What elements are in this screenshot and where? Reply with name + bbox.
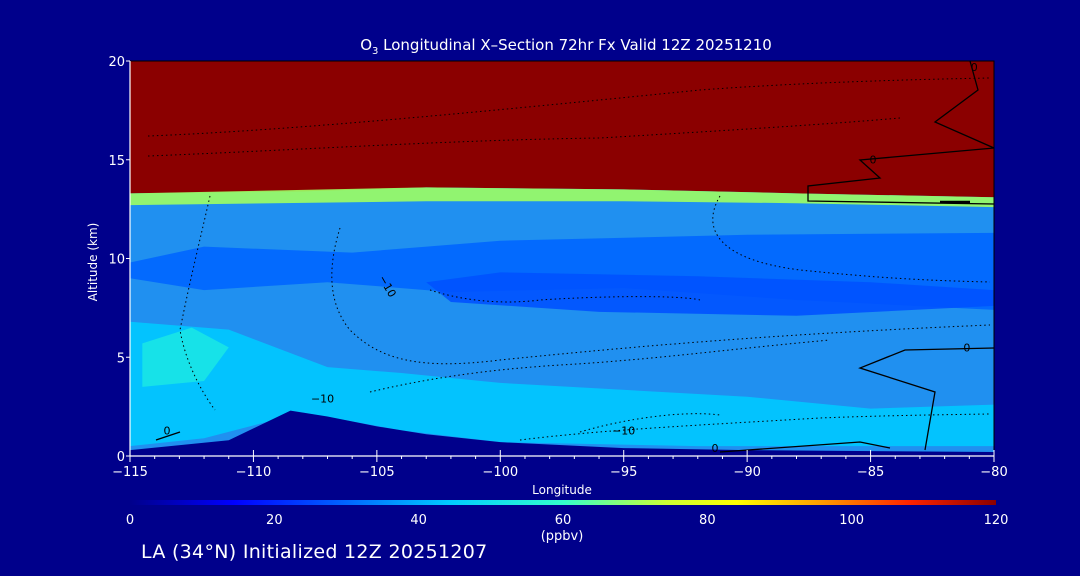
contour-line-solid bbox=[807, 61, 994, 205]
colorbar-ramp bbox=[130, 500, 996, 505]
ozone-region bbox=[142, 327, 229, 387]
y-axis-label: Altitude (km) bbox=[86, 223, 100, 302]
x-axis-label: Longitude bbox=[532, 483, 592, 497]
colorbar-ticks: 0 20 40 60 80 100 120 bbox=[126, 513, 1009, 528]
contour-line-dotted bbox=[147, 117, 901, 157]
contour-line-dotted bbox=[579, 413, 721, 433]
x-tick-label: −95 bbox=[610, 465, 637, 480]
y-tick-label: 10 bbox=[108, 253, 125, 268]
x-tick-label: −80 bbox=[980, 465, 1007, 480]
colorbar-unit-label: (ppbv) bbox=[541, 529, 584, 544]
ozone-region bbox=[426, 272, 994, 316]
contour-line-dotted bbox=[331, 227, 991, 365]
colorbar-tick-label: 0 bbox=[126, 513, 134, 528]
y-tick-label: 15 bbox=[108, 154, 125, 169]
x-tick-label: −100 bbox=[482, 465, 518, 480]
colorbar-tick-label: 80 bbox=[699, 513, 716, 528]
contour-label: −10 bbox=[612, 424, 635, 437]
terrain-region bbox=[130, 410, 994, 456]
ozone-regions bbox=[130, 187, 994, 447]
colorbar-tick-label: 120 bbox=[984, 513, 1009, 528]
stratosphere-layer bbox=[130, 61, 994, 198]
contour-label: −10 bbox=[311, 393, 334, 406]
colorbar-tick-label: 40 bbox=[410, 513, 427, 528]
contour-line-solid bbox=[155, 431, 181, 441]
ozone-region bbox=[130, 321, 994, 447]
contour-label: 0 bbox=[164, 424, 171, 437]
x-tick-label: −85 bbox=[857, 465, 884, 480]
contour-label: 0 bbox=[870, 154, 877, 167]
y-tick-label: 5 bbox=[117, 351, 125, 366]
contour-label: 0 bbox=[971, 61, 978, 74]
x-tick-label: −115 bbox=[112, 465, 148, 480]
y-tick-label: 0 bbox=[117, 450, 125, 465]
x-tick-label: −105 bbox=[359, 465, 395, 480]
contour-label: 0 bbox=[963, 341, 970, 354]
contour-line-dotted bbox=[712, 195, 991, 283]
x-axis: −115 −110 −105 −100 −95 −90 −85 −80 bbox=[112, 450, 1008, 480]
colorbar-tick-label: 60 bbox=[555, 513, 572, 528]
y-tick-label: 20 bbox=[108, 55, 125, 70]
contour-line-solid bbox=[719, 441, 891, 453]
stratosphere-region bbox=[130, 61, 994, 198]
terrain-mask bbox=[130, 410, 994, 456]
colorbar-tick-label: 20 bbox=[266, 513, 283, 528]
contour-label: 0 bbox=[712, 442, 719, 455]
x-tick-label: −110 bbox=[236, 465, 272, 480]
y-axis: 0 5 10 15 20 bbox=[108, 55, 131, 465]
initialization-footer: LA (34°N) Initialized 12Z 20251207 bbox=[141, 541, 488, 563]
chart-title: O3 Longitudinal X–Section 72hr Fx Valid … bbox=[360, 36, 772, 57]
contour-line-dotted bbox=[179, 195, 216, 411]
colorbar-tick-label: 100 bbox=[839, 513, 864, 528]
contour-line-solid bbox=[858, 347, 994, 451]
colorbar: 0 20 40 60 80 100 120 (ppbv) bbox=[126, 500, 1009, 544]
ozone-region bbox=[130, 187, 994, 208]
contour-lines bbox=[147, 61, 994, 453]
x-tick-label: −90 bbox=[733, 465, 760, 480]
